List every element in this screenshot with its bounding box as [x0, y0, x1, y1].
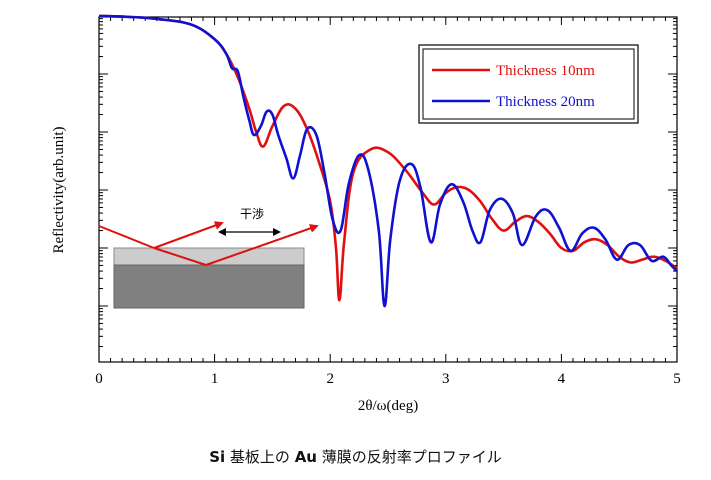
film-layer — [113, 247, 305, 266]
caption-text-2: 薄膜の反射率プロファイル — [317, 448, 502, 466]
x-axis-label: 2θ/ω(deg) — [358, 398, 418, 414]
x-tick-label: 4 — [558, 371, 566, 387]
x-tick-label: 3 — [442, 371, 450, 387]
data-curves — [98, 14, 678, 308]
caption-si: Si — [209, 448, 226, 466]
reflected-ray-interface — [205, 224, 319, 266]
series-line-10nm — [98, 14, 678, 302]
legend: Thickness 10nm Thickness 20nm — [418, 44, 639, 124]
x-tick-label: 1 — [211, 371, 219, 387]
interference-label: 干渉 — [240, 206, 264, 221]
axis-ticks — [98, 17, 678, 362]
substrate-block — [113, 264, 305, 309]
y-axis-label: Reflectivity(arb.unit) — [51, 126, 67, 253]
incident-ray — [98, 225, 155, 249]
caption-au: Au — [294, 448, 317, 466]
legend-label-10nm: Thickness 10nm — [496, 63, 595, 79]
figure-caption: Si 基板上の Au 薄膜の反射率プロファイル — [0, 446, 711, 467]
reflected-ray-surface — [153, 221, 224, 249]
x-tick-label: 2 — [326, 371, 334, 387]
x-tick-label: 0 — [95, 371, 103, 387]
inset-illustration: 干渉 — [98, 206, 319, 309]
legend-box-inner — [422, 48, 635, 120]
refracted-ray — [153, 247, 207, 266]
caption-text-1: 基板上の — [225, 448, 295, 466]
series-line-20nm — [98, 14, 678, 308]
x-tick-labels: 0 1 2 3 4 5 — [95, 371, 681, 387]
legend-box-outer — [418, 44, 639, 124]
x-tick-label: 5 — [673, 371, 681, 387]
legend-label-20nm: Thickness 20nm — [496, 94, 595, 110]
